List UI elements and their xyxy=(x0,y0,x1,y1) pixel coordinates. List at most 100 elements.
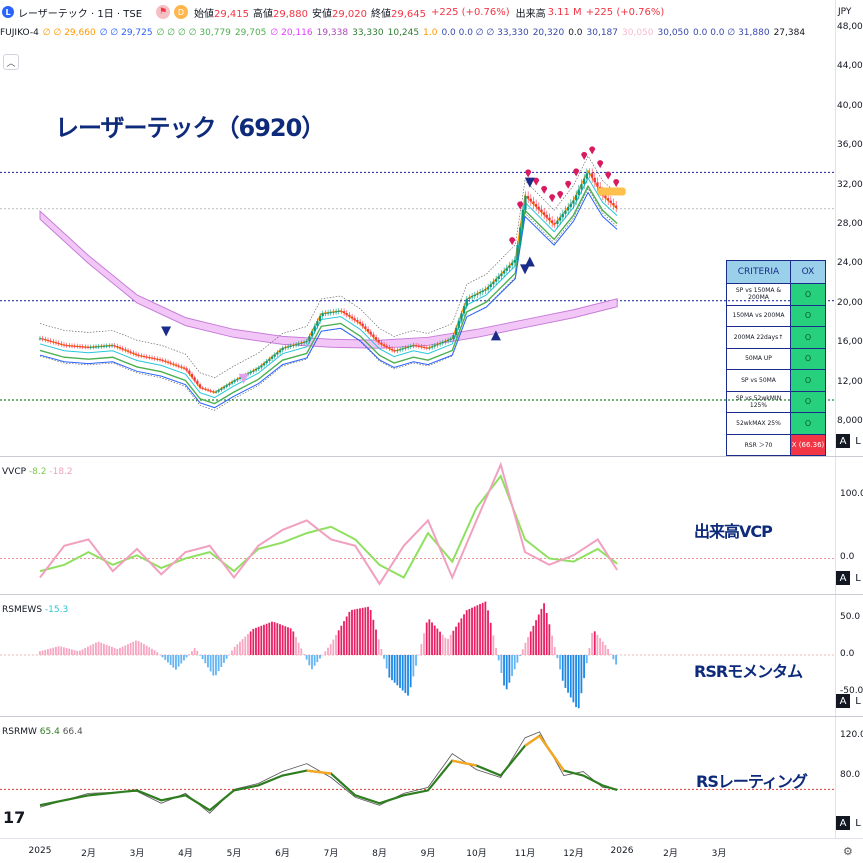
rsmews-bar xyxy=(73,650,76,655)
rsmews-bar xyxy=(249,631,252,655)
rsmews-bar xyxy=(220,655,223,667)
candle-body xyxy=(465,298,468,307)
rsmews-bar xyxy=(313,655,316,666)
candle-body xyxy=(65,345,68,347)
candle-body xyxy=(543,212,546,215)
auto-scale-button[interactable]: A xyxy=(836,694,850,708)
criteria-label: SP vs 52wkMIN 125% xyxy=(726,390,791,413)
rsmews-bar xyxy=(551,635,553,655)
auto-scale-button[interactable]: A xyxy=(836,434,850,448)
candle-body xyxy=(206,389,210,391)
rsmews-bar xyxy=(159,654,161,656)
auto-scale-button[interactable]: A xyxy=(836,816,850,830)
rsmews-bar xyxy=(423,633,425,655)
candle-body xyxy=(236,378,239,381)
candle-body xyxy=(276,352,279,355)
rsrmw-legend[interactable]: RSRMW 65.4 66.4 xyxy=(2,727,83,737)
candle-body xyxy=(108,345,111,347)
log-scale-button[interactable]: L xyxy=(851,571,863,585)
rsmews-bar xyxy=(63,647,65,655)
rsmews-bar xyxy=(71,649,73,655)
rsmews-bar xyxy=(377,639,380,655)
rsmews-pane[interactable] xyxy=(0,595,835,716)
candle-body xyxy=(196,380,199,385)
rsmews-bar xyxy=(300,648,303,655)
rsmews-bar xyxy=(87,646,89,655)
rsmews-bar xyxy=(615,655,617,665)
candle-body xyxy=(356,320,359,322)
gear-icon[interactable]: ⚙ xyxy=(843,845,853,858)
data-flag-badge[interactable]: D xyxy=(174,5,189,19)
rsmews-bar xyxy=(183,655,185,661)
flag-icon[interactable]: ⚑ xyxy=(156,5,171,19)
rsmews-bar xyxy=(505,655,508,690)
collapse-legend-button[interactable]: ︿ xyxy=(3,54,19,70)
candle-body xyxy=(180,366,183,368)
rsmews-bar xyxy=(447,638,449,655)
rsmews-bar xyxy=(559,655,561,670)
rsmews-bar xyxy=(545,613,548,655)
time-tick-label: 2月 xyxy=(663,849,678,859)
rsmews-bar xyxy=(508,655,511,683)
rsmews-bar xyxy=(111,646,113,655)
price-chart[interactable] xyxy=(0,0,835,455)
upper-envelope-line xyxy=(39,155,618,379)
indicator-value: 30,050 xyxy=(622,28,654,38)
signal-triangle xyxy=(161,326,172,337)
rsmews-bar xyxy=(449,634,452,655)
rsrmw-pane[interactable] xyxy=(0,717,835,838)
pane-divider[interactable] xyxy=(0,594,863,595)
rsmews-bar xyxy=(460,618,463,655)
rsmews-bar xyxy=(353,609,356,655)
log-scale-button[interactable]: L xyxy=(851,434,863,448)
candle-body xyxy=(124,349,127,351)
indicator-value: 27,384 xyxy=(773,28,806,38)
rsmews-bar xyxy=(407,655,409,696)
log-scale-button[interactable]: L xyxy=(851,816,863,830)
candle-body xyxy=(318,316,322,322)
candle-body xyxy=(217,390,220,392)
rsmews-bar xyxy=(108,645,111,655)
symbol-title[interactable]: レーザーテック · 1日 · TSE xyxy=(18,8,143,20)
vvcp-tick-label: 0.0 xyxy=(840,552,855,563)
candle-body xyxy=(524,195,527,210)
candle-body xyxy=(612,202,615,206)
pane-divider[interactable] xyxy=(0,456,863,457)
candle-body xyxy=(367,328,370,332)
rsmews-legend[interactable]: RSMEWS -15.3 xyxy=(2,605,68,615)
rsmews-bar xyxy=(503,655,505,686)
indicator-legend[interactable]: FUJIKO-4 ∅ ∅ 29,660 ∅ ∅ 29,725 ∅ ∅ ∅ ∅ 30,7… xyxy=(0,28,809,38)
candle-body xyxy=(38,338,42,340)
rsmews-bar xyxy=(201,655,204,660)
candle-body xyxy=(511,262,514,266)
candle-body xyxy=(553,223,556,225)
criteria-label: RSR ＞70 xyxy=(726,433,791,456)
log-scale-button[interactable]: L xyxy=(851,694,863,708)
candle-body xyxy=(484,289,487,291)
criteria-row: RSR ＞70 X (66.36) xyxy=(726,433,826,456)
criteria-row: 150MA vs 200MA O xyxy=(726,304,826,327)
auto-scale-button[interactable]: A xyxy=(836,571,850,585)
rsmews-bar xyxy=(532,625,535,655)
candle-body xyxy=(441,342,444,344)
rsmews-bar xyxy=(175,655,177,670)
vvcp-pane[interactable] xyxy=(0,457,835,594)
vvcp-legend[interactable]: VVCP -8.2 -18.2 xyxy=(2,467,73,477)
rsmews-bar xyxy=(433,625,436,655)
tradingview-logo-icon[interactable]: 17 xyxy=(3,808,26,827)
pane-divider[interactable] xyxy=(0,716,863,717)
candle-body xyxy=(54,342,58,344)
candle-body xyxy=(97,346,100,348)
rsmews-bar xyxy=(468,608,471,655)
rsmews-bar xyxy=(273,622,276,655)
rsmews-bar xyxy=(375,629,377,655)
rsmews-bar xyxy=(92,643,95,655)
rsrmw-label: RSレーティング xyxy=(696,772,808,791)
candle-body xyxy=(169,362,172,364)
rsmews-bar xyxy=(244,636,247,655)
time-tick-label: 6月 xyxy=(275,849,290,859)
candle-body xyxy=(228,383,231,386)
indicator-value: 1.0 xyxy=(423,28,438,38)
signal-triangle xyxy=(524,256,535,267)
criteria-label: 50MA UP xyxy=(726,347,791,370)
